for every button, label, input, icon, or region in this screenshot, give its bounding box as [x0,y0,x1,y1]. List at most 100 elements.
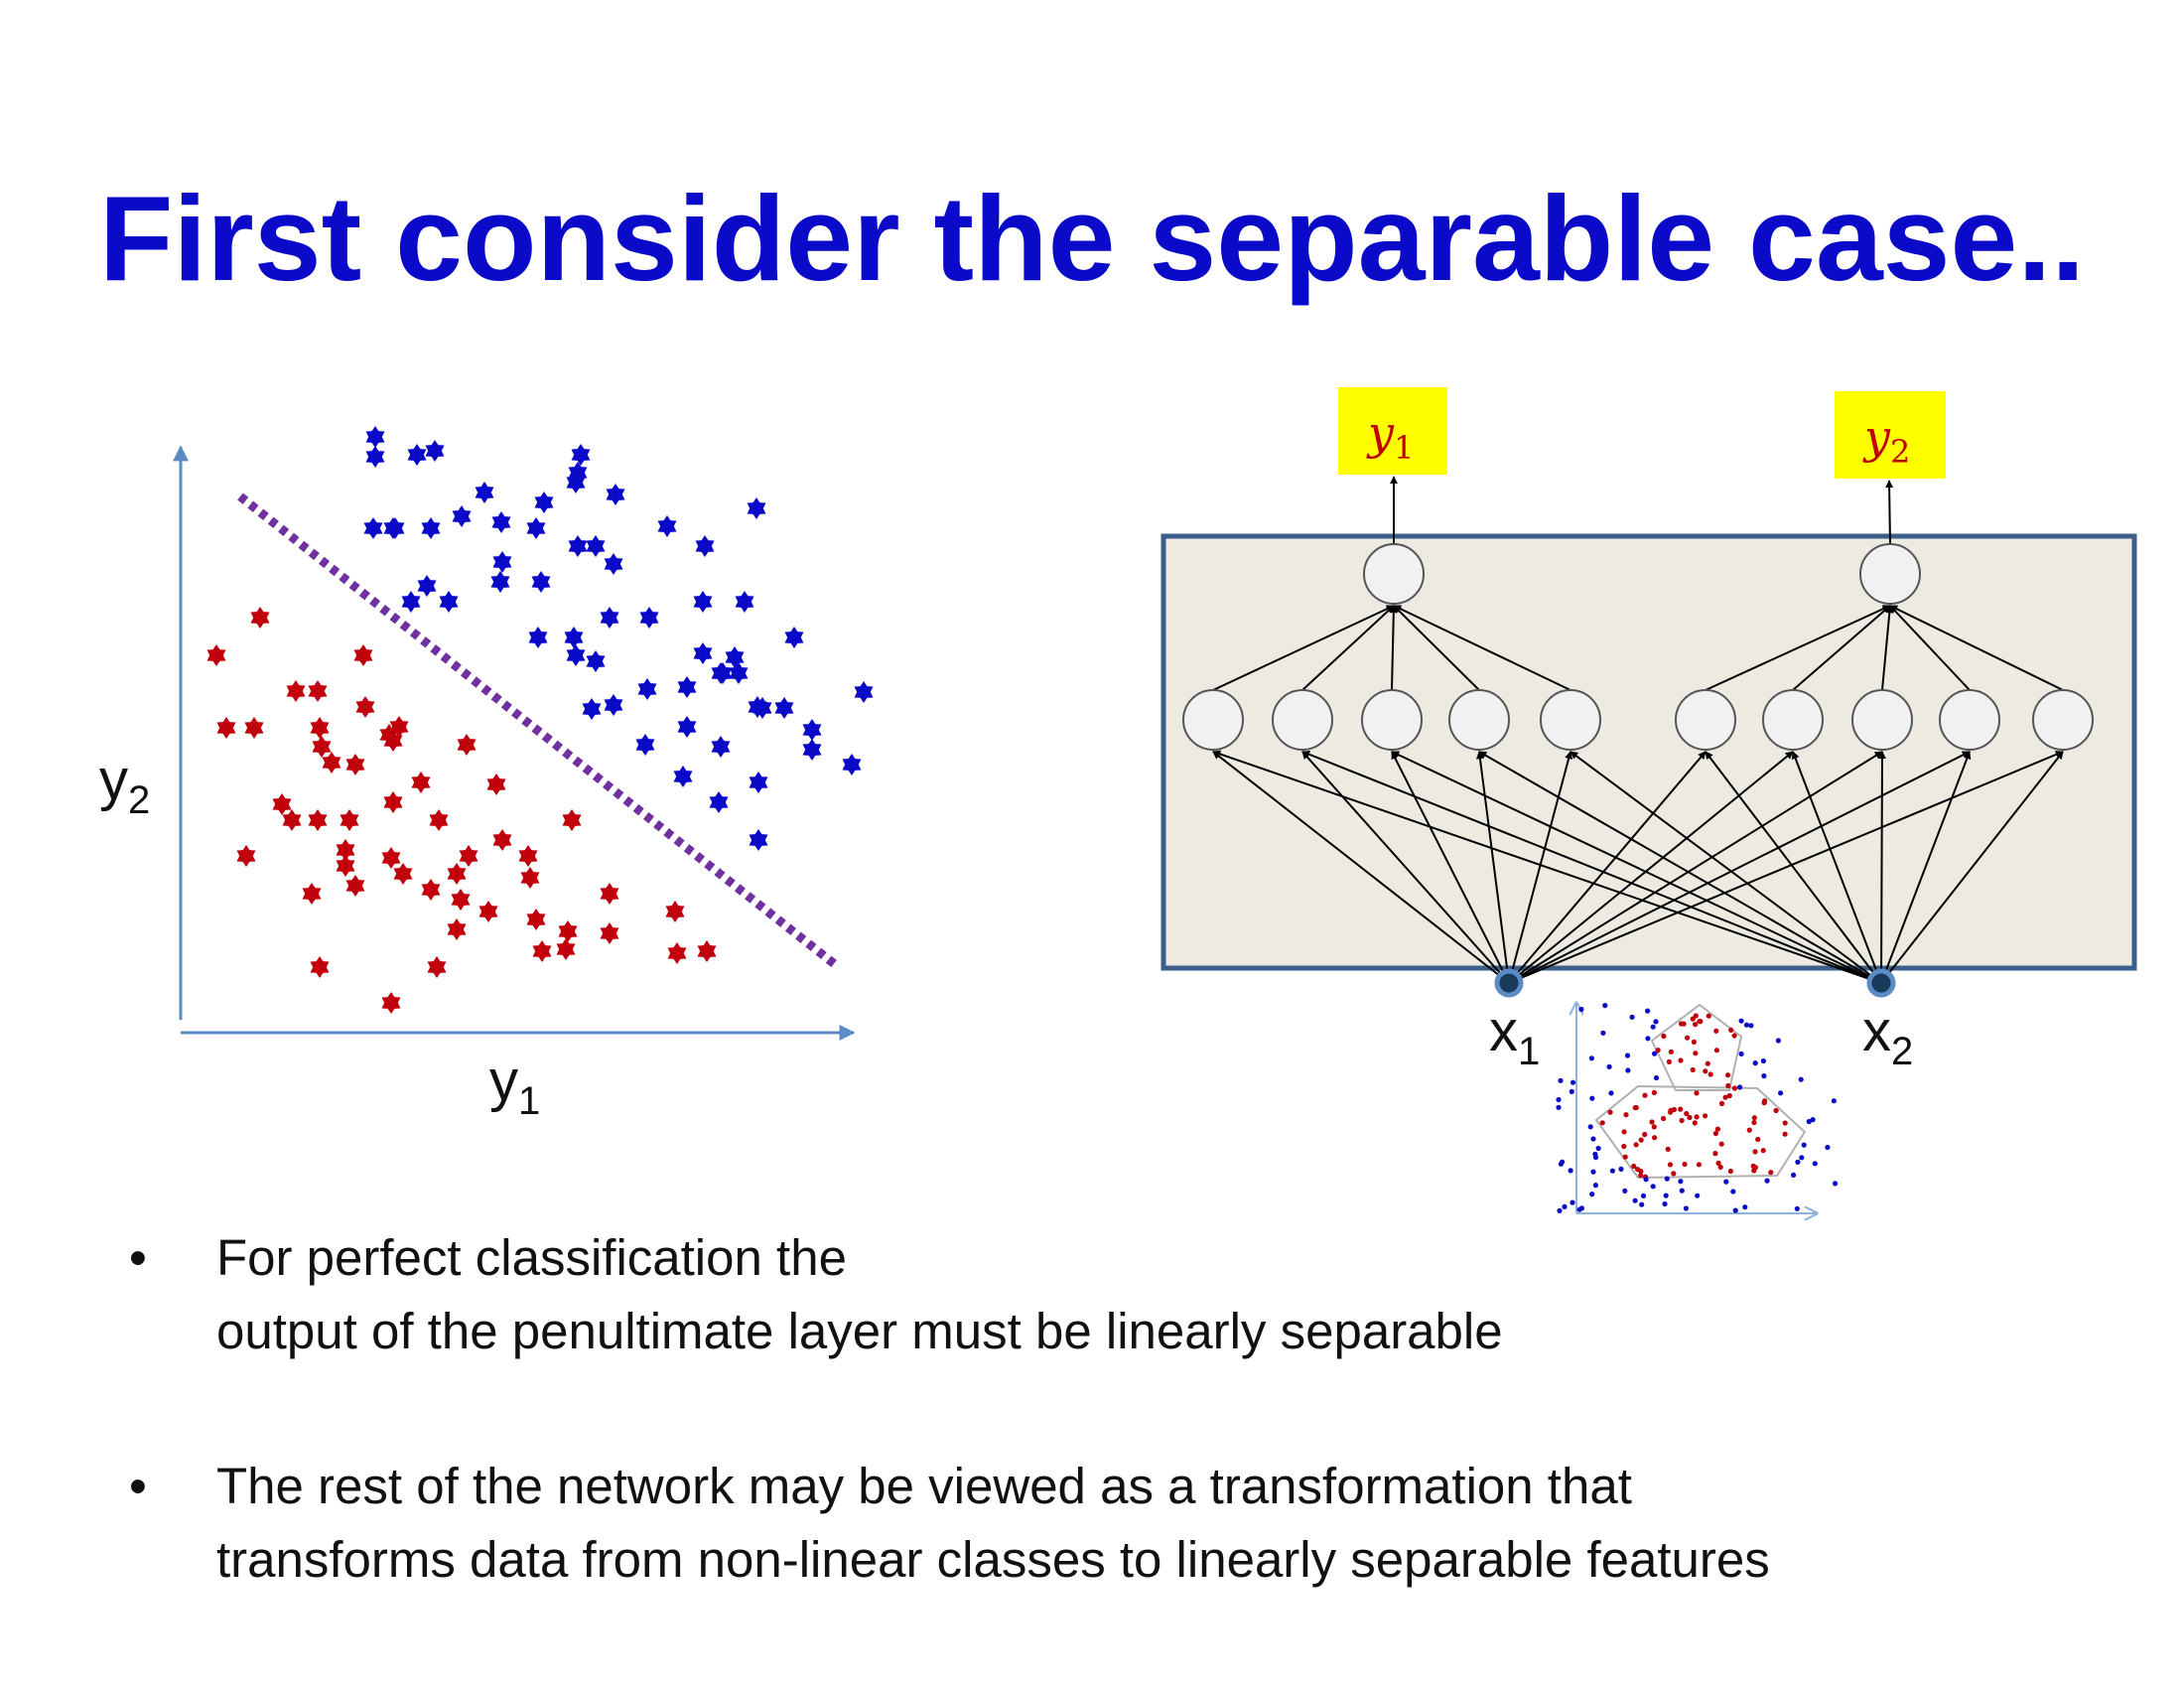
inset-class-a-dot [1831,1098,1837,1104]
inset-class-b-dot [1693,1022,1699,1028]
hidden-neuron [1939,689,2000,751]
class-a-point [735,591,754,613]
input-x1-label: x1 [1489,999,1540,1073]
class-b-point [308,680,328,702]
hidden-neuron [1361,689,1423,751]
class-b-point [310,956,330,978]
input-x1-node [1494,968,1524,998]
edge-hidden-output [1212,605,1395,691]
inset-class-a-dot [1592,1151,1598,1157]
inset-class-a-dot [1795,1159,1801,1165]
inset-class-a-dot [1589,1192,1595,1197]
class-b-point [322,752,341,774]
class-a-point [637,678,657,700]
inset-class-a-dot [1806,1118,1812,1125]
class-b-point [393,863,413,885]
hidden-neuron [1540,689,1601,751]
inset-class-b-dot [1696,1162,1702,1168]
inset-class-b-dot [1599,1120,1605,1126]
hidden-neuron [1675,689,1736,751]
inset-class-b-dot [1678,1021,1685,1027]
inset-class-b-dot [1642,1092,1648,1098]
inset-class-b-dot [1694,1090,1700,1096]
edge-input-hidden [1391,751,1882,984]
edge-input-hidden [1301,751,1510,984]
class-b-point [381,992,401,1014]
inset-class-a-dot [1662,1200,1668,1207]
inset-class-b-dot [1768,1170,1774,1176]
inset-class-b-dot [1755,1136,1761,1143]
edge-input-hidden [1508,751,1883,984]
inset-class-b-dot [1679,1117,1685,1124]
class-b-point [600,883,619,905]
inset-class-a-dot [1812,1161,1818,1167]
inset-class-b-dot [1684,1110,1690,1117]
inset-class-a-dot [1775,1038,1781,1044]
class-b-point [336,855,355,877]
class-a-point [490,571,510,593]
inset-class-b-dot [1728,1027,1734,1033]
network-nodes [1182,543,2094,751]
class-b-point [272,793,292,815]
class-a-point [365,446,385,468]
class-a-point [531,571,551,593]
class-a-point [842,754,862,775]
output-y1-box [1338,387,1447,475]
class-a-point [606,484,625,505]
inset-class-a-dot [1737,1084,1743,1090]
class-a-point [439,591,459,613]
inset-class-b-dot [1722,1094,1728,1100]
inset-class-b-dot [1707,1071,1713,1077]
inset-class-a-dot [1608,1090,1614,1096]
bullet-text-line: For perfect classification the [216,1229,847,1286]
class-b-point [447,918,467,940]
input-space-inset [1556,1003,1839,1213]
inset-class-b-dot [1642,1131,1648,1138]
edge-input-hidden [1478,751,1882,984]
class-b-point [532,940,552,962]
class-a-point [604,553,623,575]
scatter-x-label: y1 [489,1049,540,1123]
class-b-point [518,845,538,867]
output-neuron [1859,543,1921,605]
edge-hidden-output [1393,605,1480,691]
inset-class-b-dot [1782,1120,1788,1126]
edge-input-hidden [1877,751,1886,984]
inset-class-b-dot [1751,1119,1757,1126]
scatter-y-label: y2 [99,748,150,822]
inset-class-a-dot [1761,1073,1767,1079]
inset-class-a-dot [1569,1088,1574,1094]
edge-input-hidden [1508,751,1706,984]
class-a-point [749,772,768,793]
inset-class-b-dot [1715,1160,1721,1166]
class-a-point [677,676,697,698]
inset-class-b-dot [1760,1148,1766,1154]
class-b-point [697,940,717,962]
hidden-neuron [2032,689,2094,751]
inset-class-a-dot [1738,1018,1744,1024]
inset-class-a-dot [1752,1060,1758,1066]
edge-input-hidden [1508,751,1971,984]
class-a-point [802,739,822,761]
class-a-point [582,698,602,720]
inset-class-a-dot [1764,1178,1770,1184]
inset-class-a-dot [1600,1030,1606,1036]
edge-hidden-output [1301,605,1395,691]
inset-class-a-dot [1748,1023,1754,1029]
class-b-point [250,607,270,629]
class-b-point [336,839,355,861]
inset-class-b-dot [1631,1163,1637,1170]
class-a-point [729,662,749,684]
class-a-point [492,551,512,573]
class-b-point [345,875,365,897]
inset-class-a-dot [1653,1019,1659,1025]
inset-class-b-dot [1668,1107,1674,1113]
class-a-point [491,511,511,533]
hidden-neuron [1272,689,1333,751]
inset-class-a-dot [1592,1183,1598,1189]
inset-class-a-dot [1625,1067,1631,1073]
inset-class-a-dot [1568,1168,1573,1174]
inset-class-b-dot [1661,1115,1667,1122]
edge-input-hidden [1508,751,1794,984]
inset-class-b-dot [1751,1115,1757,1121]
